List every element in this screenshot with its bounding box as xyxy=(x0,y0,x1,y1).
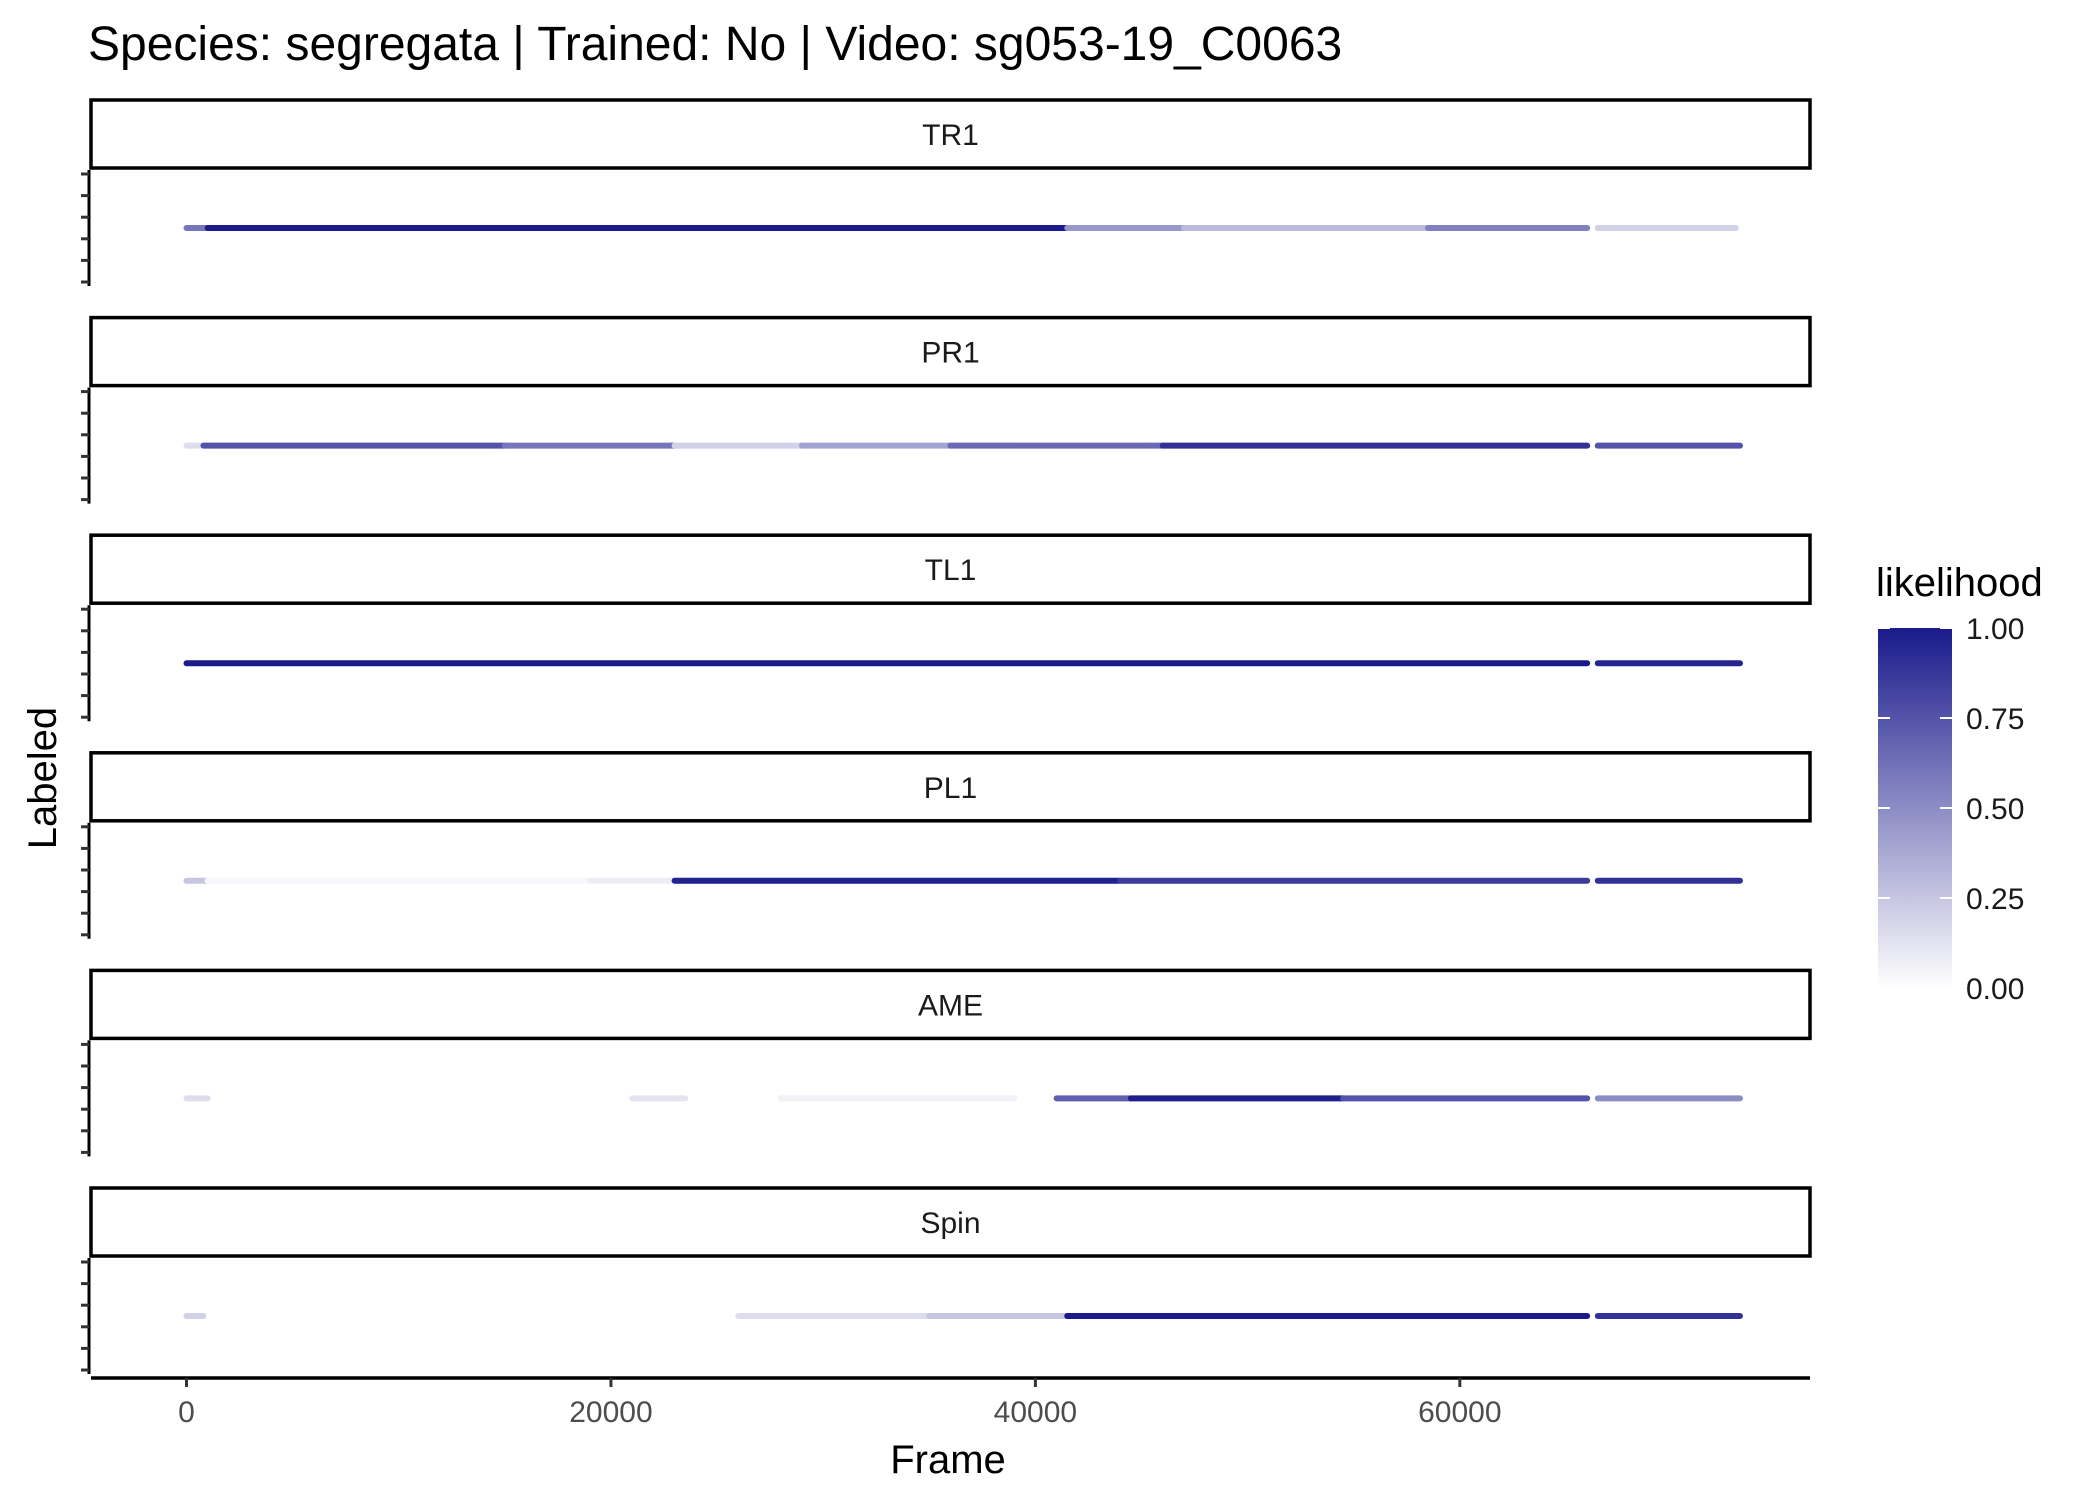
facet-tr1: TR1 xyxy=(81,98,1812,286)
facet-strip xyxy=(89,1186,1812,1258)
legend-tick-label: 0.00 xyxy=(1966,973,2024,1006)
facet-strip xyxy=(89,751,1812,823)
facet-strip-label: AME xyxy=(918,989,983,1022)
facet-tl1: TL1 xyxy=(81,533,1812,722)
facet-panels: TR1 PR1 TL1 PL1 AME Spin xyxy=(81,98,1812,1374)
legend-colorbar xyxy=(1878,628,1952,988)
facet-pl1: PL1 xyxy=(81,751,1812,939)
x-tick-label: 40000 xyxy=(994,1396,1077,1429)
facet-spin: Spin xyxy=(81,1186,1812,1374)
facet-strip xyxy=(89,968,1812,1041)
facet-strip xyxy=(89,98,1812,170)
legend-tick-label: 1.00 xyxy=(1966,613,2024,646)
x-axis-title: Frame xyxy=(890,1438,1006,1482)
chart-title: Species: segregata | Trained: No | Video… xyxy=(88,18,1342,71)
facet-strip xyxy=(89,315,1812,388)
x-axis: 0 20000 40000 60000 xyxy=(91,1376,1810,1429)
facet-strip-label: PL1 xyxy=(924,772,977,805)
legend-tick-label: 0.50 xyxy=(1966,793,2024,826)
legend-tick-label: 0.75 xyxy=(1966,703,2024,736)
likelihood-legend: likelihood 1.00 0.75 0.50 0.25 0.00 xyxy=(1876,561,2043,1006)
facet-pr1: PR1 xyxy=(81,315,1812,504)
facet-strip-label: PR1 xyxy=(921,337,979,370)
facet-strip-label: TR1 xyxy=(922,119,979,152)
facet-strip xyxy=(89,533,1812,605)
x-tick-label: 0 xyxy=(178,1396,195,1429)
x-tick-label: 20000 xyxy=(569,1396,652,1429)
x-tick-label: 60000 xyxy=(1418,1396,1501,1429)
legend-tick-label: 0.25 xyxy=(1966,883,2024,916)
y-axis-title: Labeled xyxy=(21,707,65,849)
facet-ame: AME xyxy=(81,968,1812,1157)
facet-strip-label: Spin xyxy=(920,1207,980,1240)
legend-ticks: 1.00 0.75 0.50 0.25 0.00 xyxy=(1878,613,2024,1006)
facet-strip-label: TL1 xyxy=(925,554,977,587)
legend-title: likelihood xyxy=(1876,561,2043,605)
